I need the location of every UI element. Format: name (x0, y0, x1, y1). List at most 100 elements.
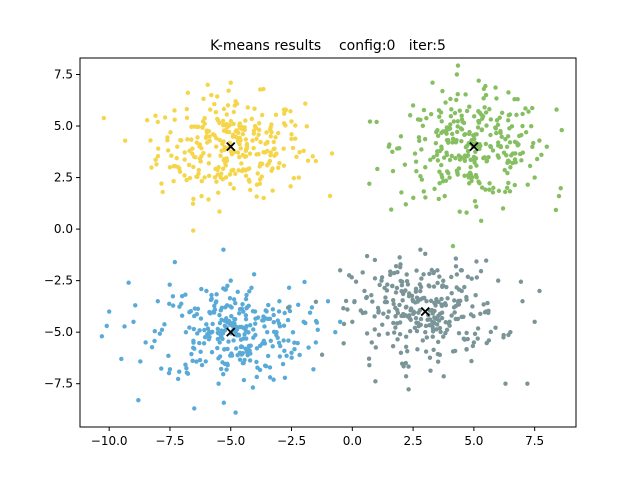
data-point (271, 312, 276, 318)
data-point (213, 144, 219, 149)
data-point (473, 149, 478, 154)
data-point (236, 168, 241, 173)
data-point (270, 344, 275, 349)
data-point (199, 286, 204, 292)
data-point (488, 144, 493, 150)
data-point (451, 305, 457, 310)
data-point (479, 127, 485, 133)
data-point (329, 151, 335, 156)
data-point (558, 186, 563, 191)
data-point (385, 314, 390, 320)
data-point (480, 116, 485, 121)
data-point (152, 338, 157, 344)
data-point (399, 190, 404, 195)
data-point (122, 324, 127, 329)
data-point (223, 163, 228, 168)
data-point (215, 167, 220, 173)
data-point (209, 92, 214, 98)
data-point (268, 150, 273, 155)
data-point (387, 142, 392, 147)
data-point (167, 282, 172, 287)
data-point (462, 284, 467, 290)
data-point (367, 362, 372, 368)
data-point (104, 323, 109, 329)
data-point (254, 359, 259, 365)
data-point (208, 107, 213, 112)
data-point (471, 133, 476, 138)
data-point (393, 264, 399, 269)
data-point (478, 268, 484, 274)
data-point (210, 329, 215, 335)
data-point (168, 130, 173, 135)
data-point (285, 305, 291, 310)
data-point (174, 155, 179, 161)
data-point (152, 328, 157, 334)
data-point (444, 127, 449, 133)
data-point (402, 162, 408, 167)
data-point (210, 132, 216, 137)
data-point (441, 334, 446, 339)
data-point (514, 112, 519, 118)
data-point (254, 152, 259, 157)
data-point (230, 321, 235, 326)
x-tick-label: −5.0 (216, 434, 245, 448)
data-point (406, 293, 412, 299)
data-point (217, 312, 222, 318)
data-point (195, 306, 201, 312)
data-point (288, 109, 293, 114)
data-point (273, 135, 278, 140)
data-point (431, 269, 437, 275)
data-point (430, 329, 436, 334)
data-point (372, 257, 378, 263)
data-point (414, 320, 419, 326)
data-point (470, 304, 475, 309)
data-point (203, 359, 208, 364)
data-point (291, 175, 297, 181)
data-point (268, 338, 273, 343)
data-point (471, 340, 477, 345)
data-point (449, 107, 454, 112)
data-point (395, 310, 401, 316)
data-point (419, 147, 424, 152)
data-point (325, 299, 331, 304)
data-point (512, 97, 517, 102)
data-point (265, 139, 270, 145)
data-point (462, 131, 468, 137)
data-point (526, 109, 531, 114)
data-point (464, 143, 470, 149)
data-point (221, 106, 227, 112)
data-point (294, 154, 299, 160)
data-point (153, 113, 158, 118)
data-point (493, 126, 498, 131)
data-point (327, 193, 333, 199)
data-point (172, 117, 177, 122)
data-point (444, 284, 449, 290)
data-point (183, 362, 188, 367)
data-point (453, 155, 458, 161)
data-point (384, 288, 390, 293)
data-point (215, 116, 220, 122)
data-point (244, 324, 249, 329)
data-point (423, 195, 428, 200)
data-point (217, 137, 222, 143)
data-point (519, 158, 524, 163)
data-point (277, 354, 283, 359)
data-point (495, 140, 501, 145)
data-point (289, 119, 294, 124)
data-point (183, 292, 188, 297)
data-point (199, 193, 204, 199)
data-point (289, 350, 294, 355)
data-point (491, 185, 496, 191)
data-point (220, 166, 226, 171)
data-point (165, 135, 170, 140)
data-point (423, 349, 429, 354)
data-point (446, 320, 451, 326)
data-point (403, 202, 409, 207)
data-point (281, 121, 287, 126)
data-point (494, 130, 499, 136)
data-point (391, 270, 397, 276)
data-point (454, 137, 459, 143)
data-point (166, 148, 171, 153)
data-point (217, 320, 223, 326)
data-point (243, 328, 248, 333)
